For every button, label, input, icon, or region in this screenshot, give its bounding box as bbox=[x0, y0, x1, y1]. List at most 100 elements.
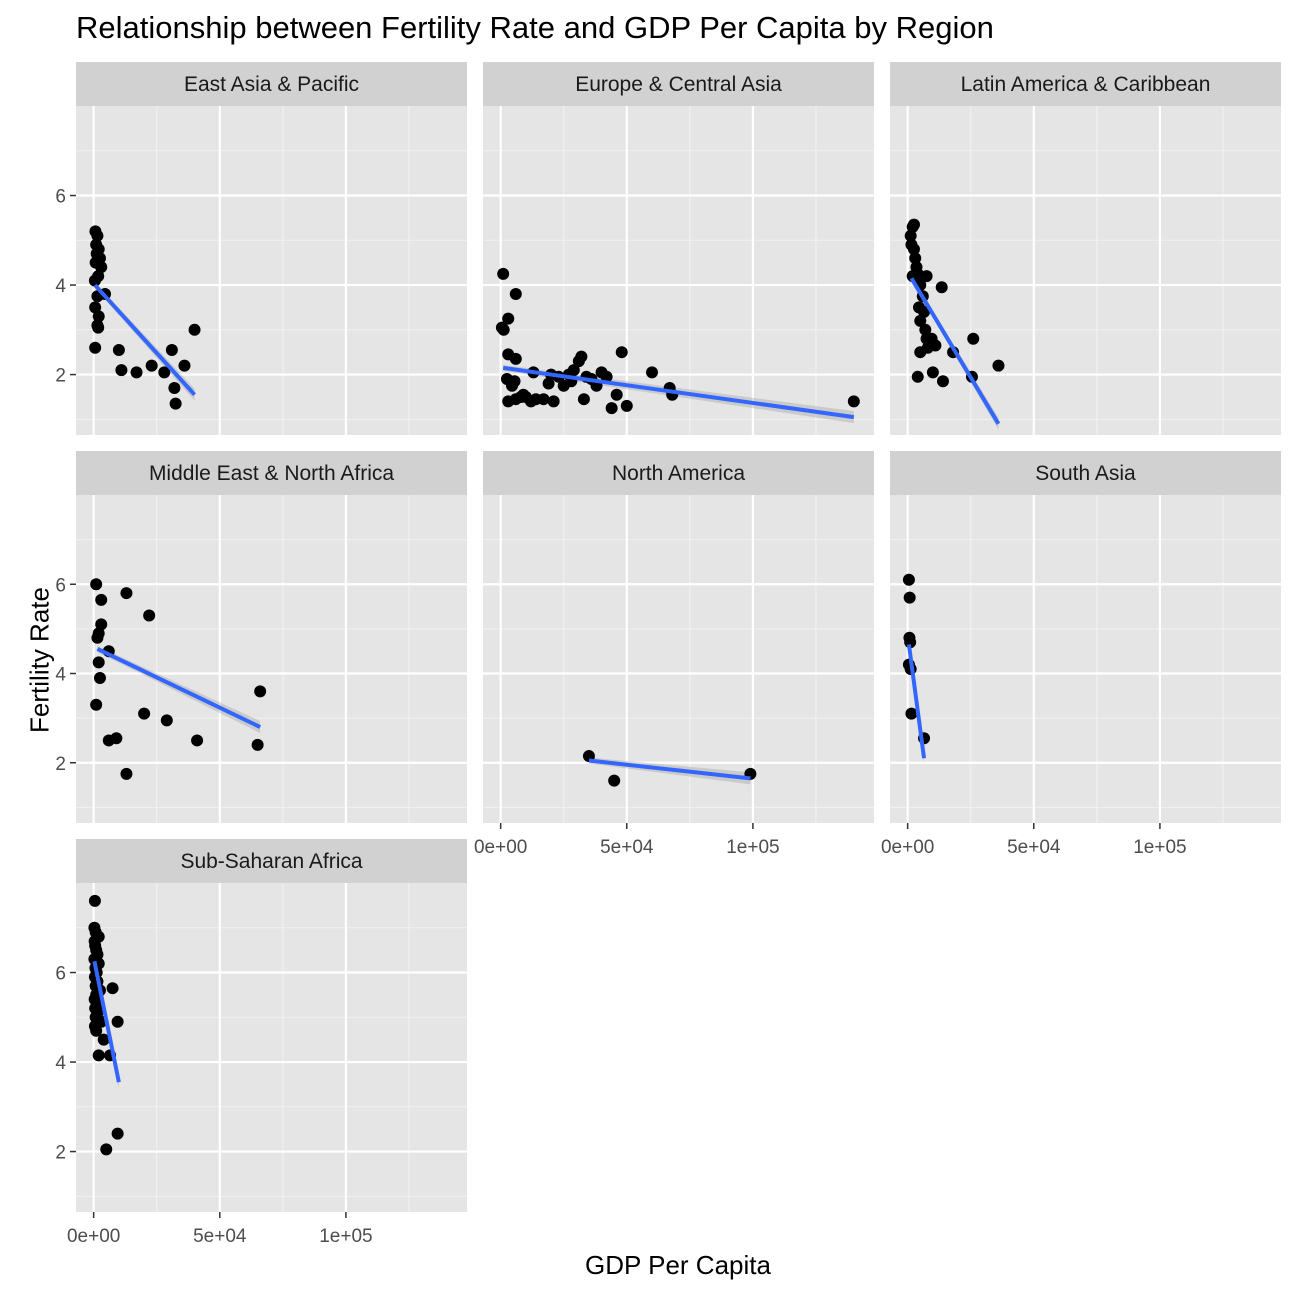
data-point bbox=[169, 397, 182, 410]
data-point bbox=[97, 1033, 110, 1046]
y-tick-label: 2 bbox=[55, 754, 66, 775]
data-point bbox=[992, 359, 1005, 372]
data-point bbox=[90, 578, 103, 591]
data-point bbox=[168, 382, 181, 394]
trend-line bbox=[906, 644, 927, 759]
x-tick-label: 0e+00 bbox=[67, 1226, 120, 1247]
data-point bbox=[160, 714, 173, 727]
panel-background bbox=[890, 495, 1281, 823]
data-point bbox=[904, 229, 917, 242]
panel-background bbox=[483, 495, 874, 823]
y-tick-label: 2 bbox=[55, 366, 66, 387]
panel-background bbox=[890, 106, 1281, 435]
x-tick-label: 0e+00 bbox=[474, 837, 527, 858]
data-point bbox=[914, 314, 927, 327]
data-point bbox=[537, 393, 550, 406]
data-point bbox=[620, 399, 633, 412]
data-point bbox=[926, 366, 939, 379]
data-point bbox=[906, 270, 919, 283]
data-point bbox=[188, 323, 201, 336]
facet-panel: East Asia & Pacific 2 4 6 bbox=[55, 62, 467, 435]
data-point bbox=[92, 310, 105, 323]
facet-strip bbox=[76, 62, 467, 106]
data-point bbox=[902, 573, 915, 586]
chart-title: Relationship between Fertility Rate and … bbox=[76, 10, 994, 45]
data-point bbox=[935, 281, 948, 294]
data-point bbox=[102, 734, 115, 747]
data-point bbox=[646, 366, 659, 379]
x-axis-title: GDP Per Capita bbox=[585, 1250, 771, 1280]
data-point bbox=[90, 698, 103, 711]
facet-panel: Europe & Central Asia bbox=[483, 62, 874, 435]
data-point bbox=[600, 370, 613, 383]
data-point bbox=[130, 366, 143, 379]
trend-line bbox=[588, 758, 751, 781]
facet-panel: Middle East & North Africa 2 4 6 bbox=[55, 451, 467, 823]
facet-strip bbox=[483, 62, 874, 106]
data-point bbox=[90, 1024, 103, 1037]
data-point bbox=[610, 388, 623, 401]
trend-line bbox=[96, 647, 262, 729]
data-point bbox=[903, 591, 916, 604]
facet-panel: Sub-Saharan Africa 2 4 6 0e+00 5e+04 1e+05 bbox=[55, 839, 467, 1247]
data-point bbox=[112, 343, 125, 356]
x-tick-label: 5e+04 bbox=[193, 1226, 247, 1247]
data-point bbox=[615, 346, 628, 359]
facet-strip bbox=[890, 451, 1281, 495]
data-point bbox=[145, 359, 158, 372]
data-point bbox=[914, 346, 927, 359]
facet-strip-label: Middle East & North Africa bbox=[149, 462, 394, 485]
trend-line bbox=[502, 365, 855, 420]
data-point bbox=[92, 656, 105, 669]
facet-strip-label: Sub-Saharan Africa bbox=[180, 850, 362, 873]
data-point bbox=[120, 587, 133, 600]
facet-panel: Latin America & Caribbean bbox=[890, 62, 1281, 435]
data-point bbox=[919, 323, 932, 336]
facet-panel: South Asia 0e+00 5e+04 1e+05 bbox=[881, 451, 1281, 858]
y-tick-label: 6 bbox=[55, 575, 66, 596]
y-tick-label: 6 bbox=[55, 187, 66, 208]
data-point bbox=[920, 270, 933, 283]
data-point bbox=[95, 593, 108, 606]
trend-line bbox=[93, 283, 197, 397]
data-point bbox=[88, 894, 101, 907]
data-point bbox=[605, 402, 618, 415]
data-point bbox=[92, 321, 105, 334]
data-point bbox=[911, 370, 924, 383]
data-point bbox=[495, 321, 508, 334]
facet-strip bbox=[76, 839, 467, 883]
trend-line bbox=[92, 960, 121, 1083]
x-tick-label: 5e+04 bbox=[1007, 837, 1061, 858]
data-point bbox=[509, 352, 522, 365]
data-point bbox=[567, 364, 580, 377]
data-point bbox=[847, 395, 860, 408]
data-point bbox=[907, 243, 920, 256]
data-point bbox=[120, 767, 133, 780]
data-point bbox=[91, 229, 104, 242]
facet-strip-label: Europe & Central Asia bbox=[575, 73, 782, 96]
data-point bbox=[906, 220, 919, 233]
data-point bbox=[91, 631, 104, 644]
data-point bbox=[967, 332, 980, 345]
data-point bbox=[92, 1049, 105, 1062]
data-point bbox=[909, 252, 922, 265]
data-point bbox=[547, 395, 560, 408]
data-point bbox=[106, 982, 119, 995]
data-point bbox=[575, 350, 588, 363]
data-point bbox=[191, 734, 204, 747]
facet-strip-label: South Asia bbox=[1035, 462, 1136, 485]
data-point bbox=[93, 671, 106, 684]
panel-background bbox=[76, 883, 467, 1212]
x-tick-label: 1e+05 bbox=[726, 837, 779, 858]
panel-background bbox=[76, 495, 467, 823]
data-point bbox=[111, 1127, 124, 1140]
data-point bbox=[936, 375, 949, 388]
data-point bbox=[929, 339, 942, 352]
facet-strip-label: Latin America & Caribbean bbox=[961, 73, 1211, 96]
facet-strip bbox=[890, 62, 1281, 106]
data-point bbox=[502, 312, 515, 325]
data-point bbox=[100, 1143, 113, 1156]
x-tick-label: 1e+05 bbox=[319, 1226, 372, 1247]
x-tick-label: 0e+00 bbox=[881, 837, 934, 858]
